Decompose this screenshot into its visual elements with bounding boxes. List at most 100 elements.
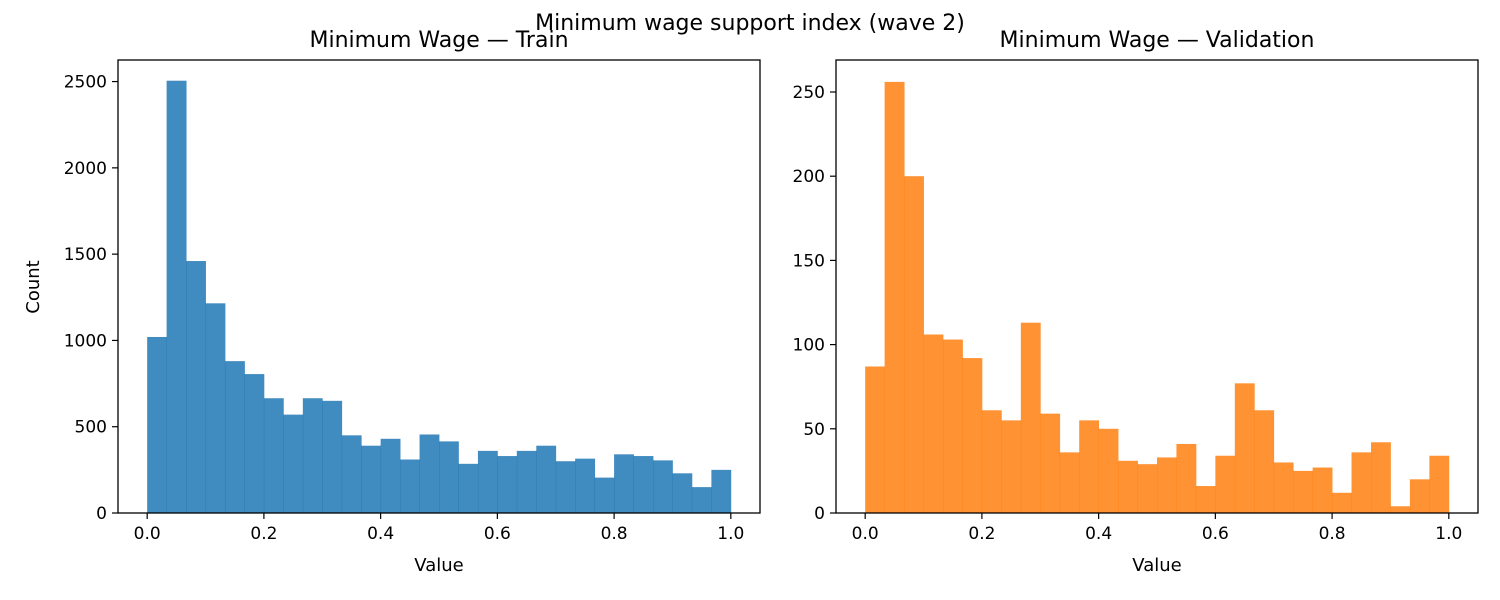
x-tick-label: 1.0 [1435, 524, 1462, 544]
x-tick-label: 0.0 [134, 524, 161, 544]
histogram-bar [1118, 460, 1138, 513]
histogram-bar [1390, 506, 1411, 513]
histogram-bar [614, 454, 634, 513]
y-tick-label: 150 [793, 251, 825, 271]
histogram-bar [283, 414, 304, 513]
histogram-bar [672, 473, 693, 513]
x-tick-label: 0.2 [250, 524, 277, 544]
histogram-bar [302, 398, 323, 513]
x-ticks: 0.0 0.2 0.4 0.6 0.8 1.0 [852, 513, 1462, 544]
histogram-bar [458, 463, 479, 513]
histogram-bar [1409, 479, 1430, 513]
histogram-bar [981, 410, 1002, 513]
x-tick-label: 0.4 [1085, 524, 1112, 544]
x-tick-label: 0.8 [1319, 524, 1346, 544]
histogram-bar [1040, 413, 1061, 513]
histogram-bar [1157, 457, 1177, 513]
histogram-bar [400, 459, 420, 513]
histogram-bar [166, 80, 187, 514]
histogram-bar [942, 339, 963, 513]
panel-validation: Minimum Wage — Validation 0.0 0.2 0.4 0.6 0.… [793, 28, 1479, 576]
x-axis-label: Value [1132, 555, 1181, 576]
histogram-bar [361, 445, 382, 513]
bars-group [865, 81, 1450, 513]
panel-title: Minimum Wage — Train [309, 28, 568, 53]
histogram-bar [380, 438, 401, 513]
x-tick-label: 1.0 [717, 524, 744, 544]
x-tick-label: 0.8 [601, 524, 628, 544]
histogram-bar [1215, 455, 1236, 513]
y-ticks: 0 500 1000 1500 2000 2500 [64, 73, 118, 524]
histogram-bar [1234, 383, 1255, 513]
histogram-bar [205, 303, 226, 513]
histogram-bar [1079, 420, 1100, 513]
histogram-bar [1059, 452, 1080, 513]
histogram-bar [322, 400, 343, 513]
histogram-bar [419, 434, 440, 513]
histogram-bar [1176, 443, 1197, 513]
histogram-bar [1001, 420, 1022, 513]
histogram-bar [1137, 464, 1158, 513]
histogram-bar [536, 445, 557, 513]
histogram-bar [263, 398, 284, 513]
histogram-bar [575, 458, 596, 513]
histogram-bar [884, 81, 905, 513]
histogram-bar [1429, 455, 1450, 513]
histogram-bar [1312, 467, 1333, 513]
y-tick-label: 2000 [64, 159, 107, 179]
x-axis-label: Value [414, 555, 463, 576]
x-tick-label: 0.6 [484, 524, 511, 544]
histogram-bar [1254, 410, 1275, 513]
figure-suptitle: Minimum wage support index (wave 2) [535, 11, 965, 36]
histogram-bar [904, 176, 924, 513]
histogram-bar [244, 374, 265, 513]
histogram-bar [633, 456, 654, 513]
histogram-bar [224, 361, 245, 513]
x-tick-label: 0.4 [367, 524, 394, 544]
histogram-bar [1332, 492, 1352, 513]
y-tick-label: 2500 [64, 73, 107, 93]
plot-frame [835, 59, 1479, 514]
x-tick-label: 0.2 [968, 524, 995, 544]
histogram-bar [477, 450, 498, 513]
x-tick-label: 0.0 [852, 524, 879, 544]
histogram-bar [594, 477, 615, 513]
histogram-bar [516, 450, 537, 513]
panel-train: Minimum Wage — Train 0.0 0.2 0.4 0.6 0.8 1.0 … [23, 28, 761, 576]
histogram-bar [555, 461, 576, 513]
y-tick-label: 0 [96, 504, 107, 524]
histogram-bar [923, 334, 944, 513]
histogram-bar [1195, 486, 1216, 513]
histogram-bar [1293, 470, 1314, 513]
y-ticks: 0 50 100 150 200 250 [793, 83, 836, 524]
histogram-bar [341, 435, 362, 513]
histogram-bar [1020, 322, 1041, 513]
histogram-bar [711, 469, 732, 513]
y-axis-label: Count [23, 260, 44, 313]
histogram-bar [653, 460, 673, 513]
bars-group [147, 80, 732, 514]
histogram-bar [691, 487, 712, 513]
histogram-bar [147, 336, 168, 513]
x-tick-label: 0.6 [1202, 524, 1229, 544]
histogram-bar [497, 456, 518, 513]
y-tick-label: 500 [75, 418, 107, 438]
y-tick-label: 250 [793, 83, 825, 103]
y-tick-label: 100 [793, 336, 825, 356]
panel-title: Minimum Wage — Validation [1000, 28, 1315, 53]
y-tick-label: 1000 [64, 331, 107, 351]
plot-frame [117, 59, 761, 514]
y-tick-label: 1500 [64, 245, 107, 265]
histogram-bar [1098, 428, 1119, 513]
y-tick-label: 200 [793, 167, 825, 187]
histogram-bar [865, 366, 886, 513]
x-ticks: 0.0 0.2 0.4 0.6 0.8 1.0 [134, 513, 744, 544]
histogram-bar [439, 441, 459, 513]
histogram-bar [186, 261, 206, 513]
histogram-bar [1273, 462, 1294, 513]
y-tick-label: 0 [814, 504, 825, 524]
histogram-bar [962, 358, 983, 513]
histogram-bar [1371, 442, 1391, 513]
y-tick-label: 50 [803, 420, 825, 440]
